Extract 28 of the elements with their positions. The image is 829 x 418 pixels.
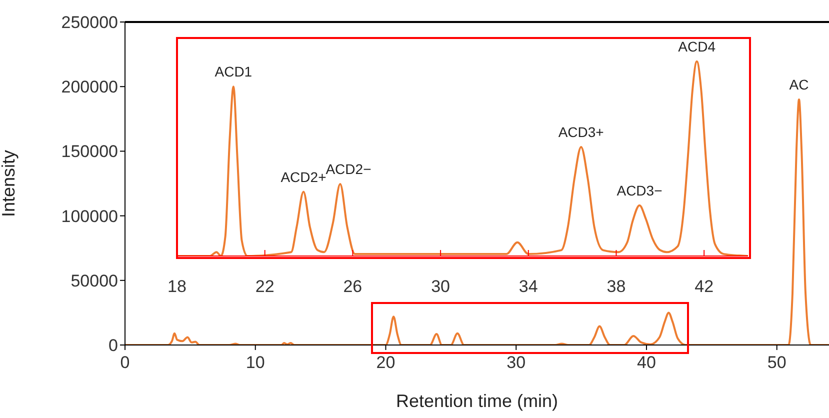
y-tick-label: 0: [108, 336, 118, 356]
annotation: ACD2−: [326, 160, 372, 177]
x-tick-label: 34: [518, 277, 538, 296]
x-tick-label: 30: [431, 277, 450, 296]
annotation: ACD2+: [280, 168, 326, 185]
y-tick-label: 250000: [61, 13, 118, 32]
annotation: ACD3−: [616, 182, 662, 198]
y-axis-title: Intensity: [0, 150, 18, 218]
x-tick-label: 10: [246, 353, 265, 372]
x-tick-label: 22: [255, 277, 274, 296]
x-tick-label: 20: [376, 353, 396, 372]
annotation: ACD3+: [558, 124, 604, 140]
y-tick-label: 100000: [61, 206, 118, 226]
x-tick-label: 50: [767, 353, 786, 372]
x-tick-label: 30: [506, 353, 526, 372]
x-tick-label: 40: [637, 353, 656, 372]
x-tick-label: 18: [168, 277, 186, 296]
annotation: ACD4: [678, 38, 716, 54]
x-tick-label: 38: [606, 277, 626, 296]
x-axis-title: Retention time (min): [396, 391, 558, 411]
annotation: ACD1: [214, 64, 252, 80]
y-tick-label: 50000: [70, 271, 118, 290]
x-tick-label: 42: [694, 277, 714, 296]
x-tick-label: 0: [120, 353, 130, 372]
x-tick-label: 26: [343, 277, 362, 296]
annotation: AC: [789, 76, 809, 93]
y-tick-label: 150000: [61, 142, 118, 162]
y-tick-label: 200000: [61, 78, 118, 97]
